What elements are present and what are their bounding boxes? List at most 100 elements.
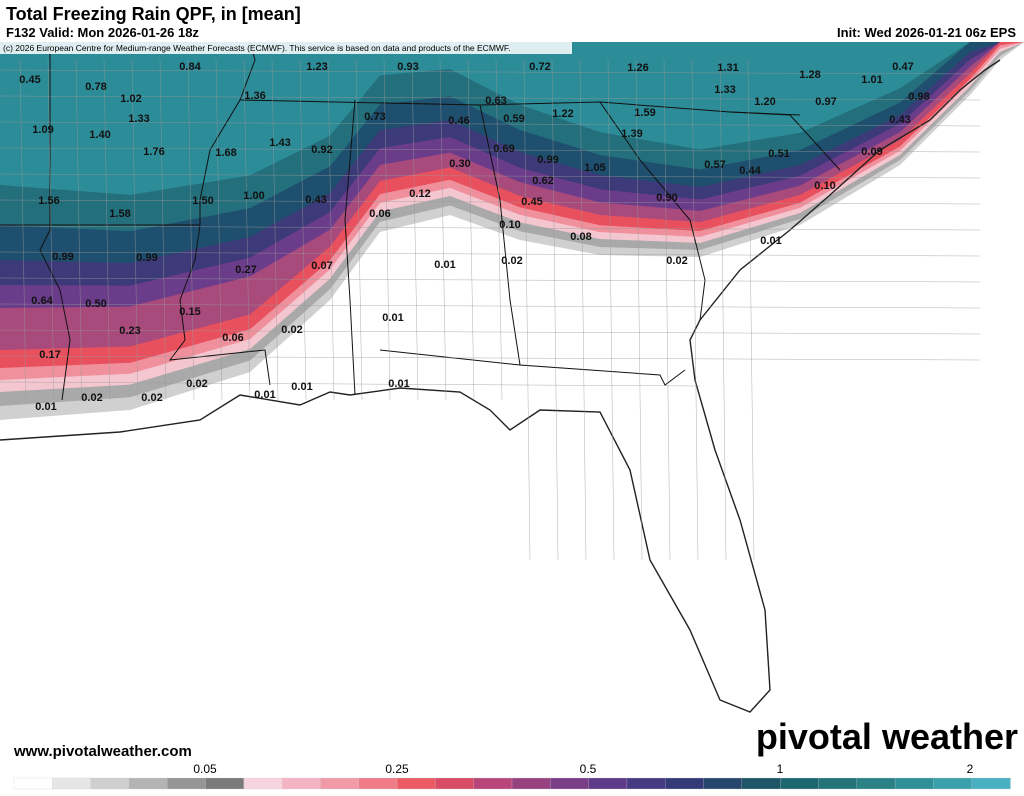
- colorbar-swatch: [894, 777, 935, 790]
- point-value: 1.33: [128, 113, 149, 125]
- colorbar-swatch: [550, 777, 590, 790]
- colorbar: 0.05 0.25 0.5 1 2: [13, 762, 1011, 790]
- point-value: 0.10: [499, 219, 520, 231]
- point-value: 0.08: [570, 231, 591, 243]
- point-value: 1.36: [244, 90, 265, 102]
- point-value: 0.02: [186, 378, 207, 390]
- title: Total Freezing Rain QPF, in [mean]: [6, 4, 301, 24]
- point-value: 0.73: [364, 111, 385, 123]
- copyright: (c) 2026 European Centre for Medium-rang…: [3, 43, 511, 53]
- county-grid: [0, 59, 981, 561]
- point-value: 1.50: [192, 195, 213, 207]
- point-value: 0.02: [281, 324, 302, 336]
- point-value: 1.40: [89, 129, 110, 141]
- coastline: [0, 59, 1001, 713]
- point-value: 0.72: [529, 61, 550, 73]
- point-value: 0.47: [892, 61, 913, 73]
- point-value: 1.43: [269, 137, 290, 149]
- point-value: 0.63: [485, 95, 506, 107]
- point-value: 0.43: [889, 114, 910, 126]
- colorbar-swatch: [435, 777, 475, 790]
- point-value: 1.76: [143, 146, 164, 158]
- point-value: 0.02: [501, 255, 522, 267]
- point-value: 0.46: [448, 115, 469, 127]
- point-value: 0.98: [908, 91, 929, 103]
- init-time: Init: Wed 2026-01-21 06z EPS: [837, 25, 1016, 40]
- point-value: 0.10: [814, 180, 835, 192]
- point-value: 1.31: [717, 62, 738, 74]
- colorbar-label: 1: [777, 762, 784, 776]
- point-value: 0.02: [81, 392, 102, 404]
- point-value: 0.01: [388, 378, 409, 390]
- county-lines: [0, 59, 981, 561]
- point-value: 0.01: [760, 235, 781, 247]
- colorbar-swatch: [90, 777, 130, 790]
- colorbar-swatch: [167, 777, 207, 790]
- point-value: 0.84: [179, 61, 201, 73]
- point-value: 1.59: [634, 107, 655, 119]
- colorbar-swatch: [818, 777, 858, 790]
- point-value: 0.57: [704, 159, 725, 171]
- colorbar-swatch: [243, 777, 283, 790]
- point-value: 1.68: [215, 147, 236, 159]
- colorbar-swatch: [128, 777, 168, 790]
- point-value: 0.01: [434, 259, 455, 271]
- point-value: 1.02: [120, 93, 141, 105]
- point-value: 1.33: [714, 84, 735, 96]
- colorbar-swatch: [205, 777, 245, 790]
- point-value: 1.22: [552, 108, 573, 120]
- colorbar-swatch: [703, 777, 743, 790]
- colorbar-swatch: [511, 777, 551, 790]
- point-value: 0.43: [305, 194, 326, 206]
- colorbar-swatch: [396, 777, 437, 790]
- point-value: 0.01: [382, 312, 403, 324]
- point-value: 0.93: [397, 61, 418, 73]
- point-value: 0.12: [409, 188, 430, 200]
- colorbar-label: 2: [967, 762, 974, 776]
- precip-band: [0, 42, 1024, 195]
- point-value: 0.64: [31, 295, 53, 307]
- point-value: 0.99: [537, 154, 558, 166]
- point-value: 1.09: [32, 124, 53, 136]
- point-value: 0.59: [503, 113, 524, 125]
- point-value: 0.69: [493, 143, 514, 155]
- point-value: 0.44: [739, 165, 761, 177]
- point-value: 0.30: [449, 158, 470, 170]
- point-value: 1.56: [38, 195, 59, 207]
- website: www.pivotalweather.com: [13, 743, 192, 760]
- colorbar-swatch: [933, 777, 973, 790]
- point-value: 0.17: [39, 349, 60, 361]
- point-value: 0.01: [254, 389, 275, 401]
- colorbar-swatch: [971, 777, 1011, 790]
- point-value: 1.00: [243, 190, 264, 202]
- colorbar-swatch: [665, 777, 705, 790]
- colorbar-swatch: [358, 777, 398, 790]
- point-values: 0.45 0.84 1.23 0.93 0.72 1.26 1.31 1.28 1.01 0.47…: [19, 61, 929, 413]
- point-value: 0.51: [768, 148, 789, 160]
- colorbar-swatch: [320, 777, 360, 790]
- state-borders: [0, 41, 841, 401]
- colorbar-swatch: [741, 777, 781, 790]
- point-value: 0.62: [532, 175, 553, 187]
- colorbar-swatch: [780, 777, 820, 790]
- point-value: 1.23: [306, 61, 327, 73]
- point-value: 1.26: [627, 62, 648, 74]
- colorbar-swatch: [282, 777, 322, 790]
- point-value: 1.58: [109, 208, 130, 220]
- point-value: 0.50: [85, 298, 106, 310]
- point-value: 0.02: [666, 255, 687, 267]
- point-value: 0.90: [656, 192, 677, 204]
- colorbar-label: 0.5: [580, 762, 597, 776]
- point-value: 1.05: [584, 162, 605, 174]
- colorbar-label: 0.25: [385, 762, 409, 776]
- point-value: 1.39: [621, 128, 642, 140]
- point-value: 0.15: [179, 306, 200, 318]
- point-value: 1.01: [861, 74, 882, 86]
- colorbar-swatch: [626, 777, 666, 790]
- point-value: 0.27: [235, 264, 256, 276]
- point-value: 0.06: [369, 208, 390, 220]
- point-value: 0.23: [119, 325, 140, 337]
- point-value: 1.20: [754, 96, 775, 108]
- point-value: 0.07: [311, 260, 332, 272]
- point-value: 1.28: [799, 69, 820, 81]
